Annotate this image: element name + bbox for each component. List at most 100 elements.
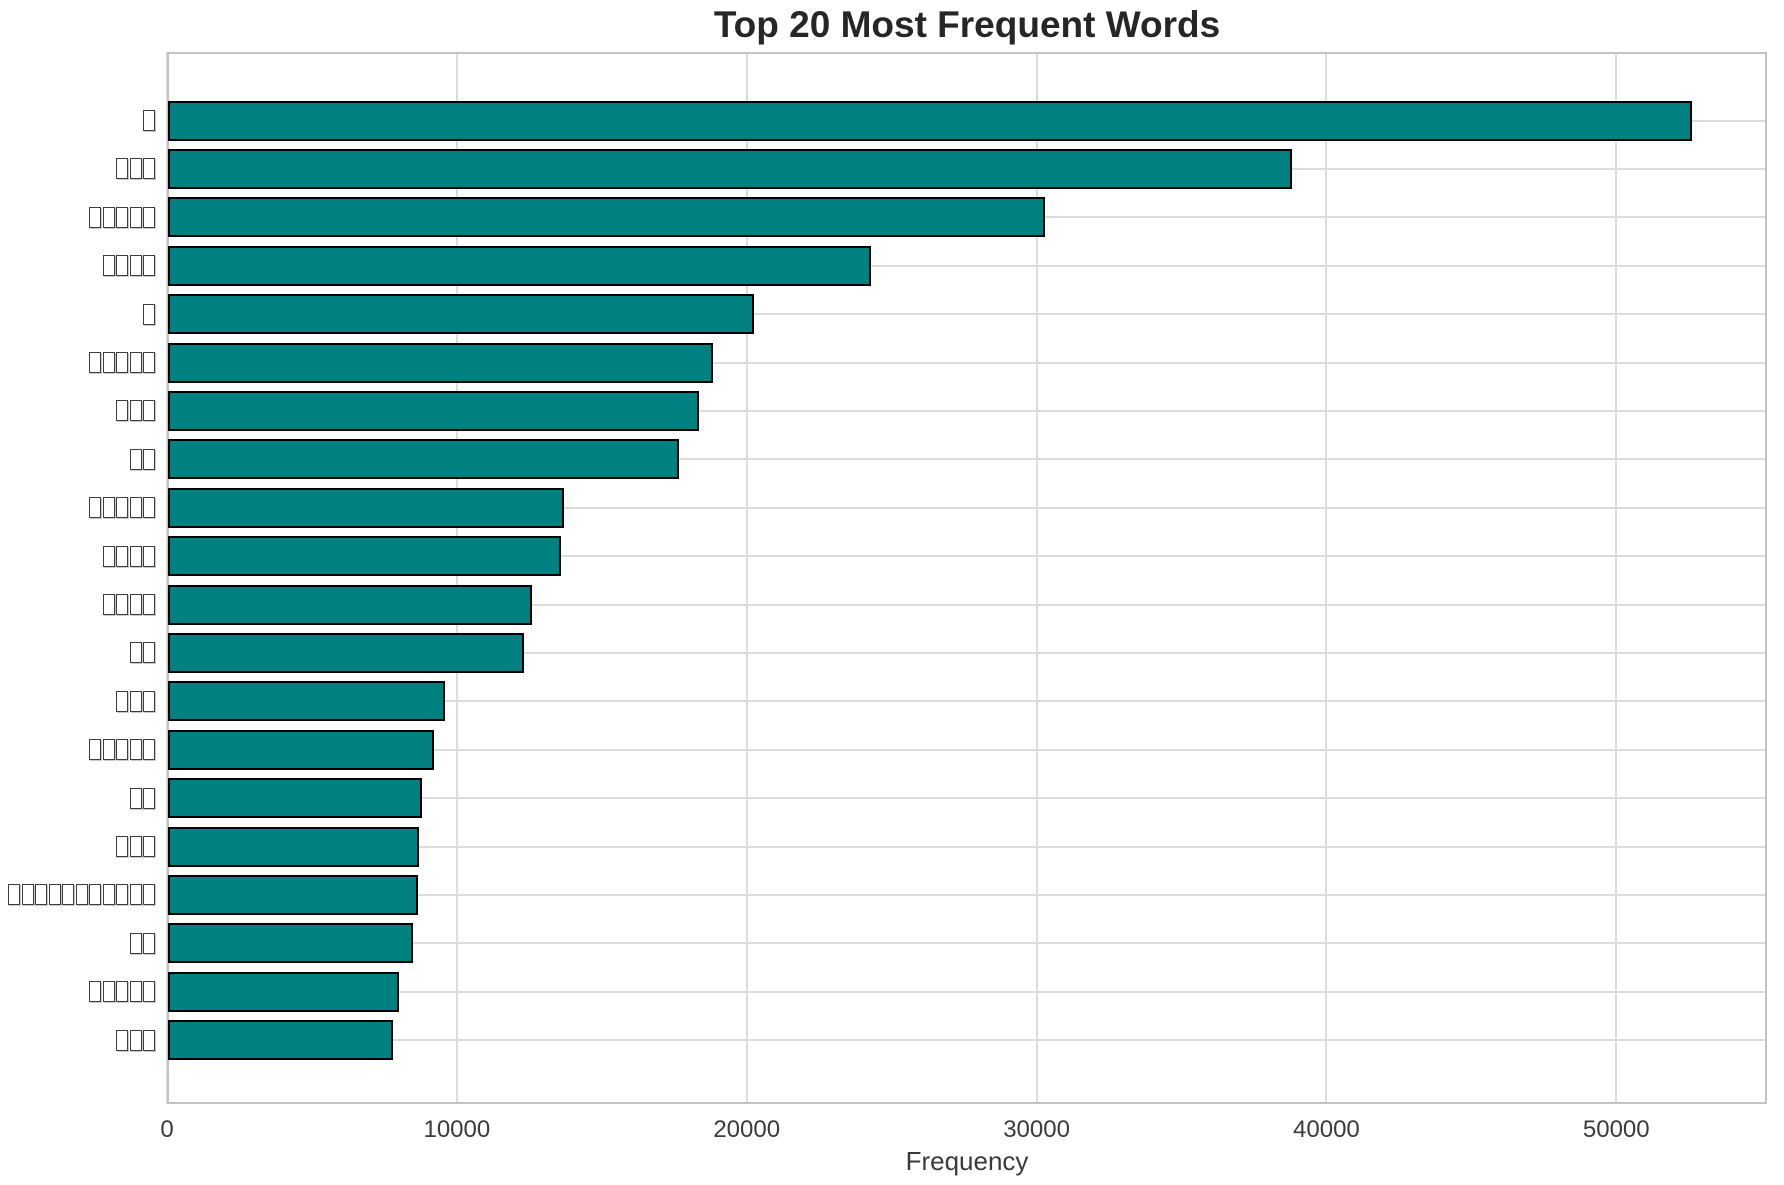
bar <box>168 729 434 770</box>
vertical-gridline <box>1325 52 1328 1104</box>
missing-glyph-box <box>129 448 142 470</box>
missing-glyph-box <box>116 158 128 180</box>
x-tick-label: 0 <box>160 1116 174 1143</box>
bar <box>168 487 565 528</box>
missing-glyph-box <box>102 739 115 761</box>
bar <box>168 245 872 286</box>
missing-glyph-box <box>143 836 155 857</box>
y-tick-label <box>0 642 155 664</box>
horizontal-gridline <box>167 797 1767 800</box>
y-tick-label <box>0 110 155 132</box>
missing-glyph-box <box>129 400 142 422</box>
missing-glyph-box <box>129 158 142 180</box>
missing-glyph-box <box>116 739 128 761</box>
horizontal-gridline <box>167 845 1767 848</box>
bar <box>168 971 399 1012</box>
bar <box>168 778 423 819</box>
horizontal-gridline <box>167 506 1767 509</box>
missing-glyph-box <box>102 981 115 1003</box>
vertical-gridline <box>745 52 748 1104</box>
missing-glyph-box <box>129 981 142 1003</box>
missing-glyph-box <box>89 497 101 519</box>
y-tick-label <box>0 884 155 906</box>
y-tick-label <box>0 448 155 470</box>
missing-glyph-box <box>21 884 34 906</box>
missing-glyph-box <box>116 690 128 712</box>
missing-glyph-box <box>129 836 142 857</box>
missing-glyph-box <box>143 400 155 422</box>
y-tick-label <box>0 690 155 712</box>
x-tick-label: 50000 <box>1582 1116 1650 1143</box>
horizontal-gridline <box>167 748 1767 751</box>
x-tick-label: 10000 <box>423 1116 491 1143</box>
missing-glyph-box <box>102 594 115 615</box>
missing-glyph-box <box>102 497 115 519</box>
y-tick-label <box>0 594 155 616</box>
horizontal-gridline <box>167 409 1767 412</box>
missing-glyph-box <box>129 497 142 519</box>
vertical-gridline <box>455 52 458 1104</box>
horizontal-gridline <box>167 458 1767 461</box>
missing-glyph-box <box>102 352 115 373</box>
missing-glyph-box <box>102 206 115 228</box>
missing-glyph-box <box>143 303 155 325</box>
missing-glyph-box <box>35 884 47 906</box>
missing-glyph-box <box>129 932 142 954</box>
horizontal-gridline <box>167 1039 1767 1042</box>
missing-glyph-box <box>116 545 128 567</box>
horizontal-gridline <box>167 313 1767 316</box>
missing-glyph-box <box>89 206 101 228</box>
y-tick-label <box>0 932 155 954</box>
y-tick-label <box>0 400 155 422</box>
chart-title: Top 20 Most Frequent Words <box>713 4 1221 45</box>
bar <box>168 100 1692 141</box>
missing-glyph-box <box>143 1029 155 1051</box>
missing-glyph-box <box>116 836 128 857</box>
missing-glyph-box <box>89 739 101 761</box>
missing-glyph-box <box>116 206 128 228</box>
y-tick-label <box>0 836 155 858</box>
bar <box>168 681 446 722</box>
missing-glyph-box <box>62 884 74 906</box>
bar <box>168 584 533 625</box>
missing-glyph-box <box>143 594 155 615</box>
bar <box>168 294 754 335</box>
missing-glyph-box <box>116 352 128 373</box>
missing-glyph-box <box>75 884 88 906</box>
bar <box>168 874 418 915</box>
horizontal-gridline <box>167 651 1767 654</box>
missing-glyph-box <box>48 884 61 906</box>
missing-glyph-box <box>129 255 142 277</box>
missing-glyph-box <box>116 400 128 422</box>
bar <box>168 342 714 383</box>
bar <box>168 148 1292 189</box>
missing-glyph-box <box>143 255 155 277</box>
y-tick-label <box>0 981 155 1003</box>
vertical-gridline <box>1615 52 1618 1104</box>
missing-glyph-box <box>143 690 155 712</box>
missing-glyph-box <box>129 690 142 712</box>
y-tick-label <box>0 206 155 228</box>
missing-glyph-box <box>89 352 101 373</box>
x-axis-label: Frequency <box>905 1146 1029 1176</box>
bar <box>168 632 524 673</box>
missing-glyph-box <box>129 594 142 615</box>
horizontal-gridline <box>167 555 1767 558</box>
missing-glyph-box <box>129 884 142 906</box>
missing-glyph-box <box>143 352 155 373</box>
bar <box>168 536 562 577</box>
missing-glyph-box <box>129 352 142 373</box>
missing-glyph-box <box>129 545 142 567</box>
bar <box>168 439 679 480</box>
missing-glyph-box <box>143 206 155 228</box>
missing-glyph-box <box>89 981 101 1003</box>
missing-glyph-box <box>143 110 155 131</box>
missing-glyph-box <box>143 981 155 1003</box>
bar <box>168 1020 394 1061</box>
missing-glyph-box <box>102 884 115 906</box>
missing-glyph-box <box>116 255 128 277</box>
y-tick-label <box>0 158 155 180</box>
missing-glyph-box <box>143 497 155 519</box>
missing-glyph-box <box>143 884 155 906</box>
